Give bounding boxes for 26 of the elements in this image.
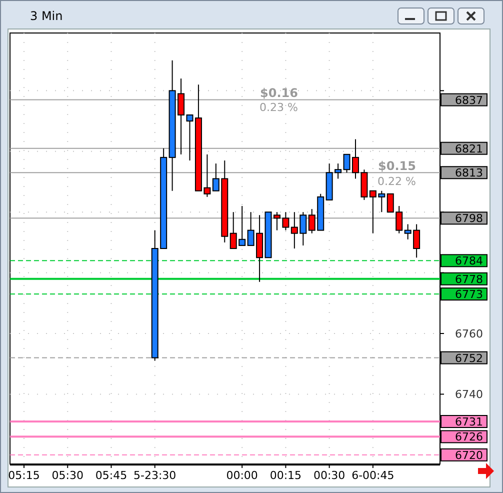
ref-line-label: 6778 bbox=[455, 272, 483, 286]
x-tick-label: 00:15 bbox=[270, 469, 302, 482]
annotation: $0.15 bbox=[378, 159, 416, 173]
ref-line-label: 6837 bbox=[455, 94, 483, 107]
x-tick-label: 00:00 bbox=[226, 469, 258, 482]
annotation: $0.16 bbox=[260, 86, 298, 100]
x-tick-label: 5-23:30 bbox=[134, 469, 176, 482]
y-tick-label: 6760 bbox=[455, 327, 483, 340]
ref-line-label: 6773 bbox=[455, 288, 483, 302]
ref-line-label: 6726 bbox=[455, 430, 483, 444]
ref-line-label: 6821 bbox=[455, 142, 483, 156]
y-tick-label: 6740 bbox=[455, 388, 483, 402]
annotation: 0.22 % bbox=[378, 175, 416, 188]
x-tick-label: 05:30 bbox=[52, 469, 84, 482]
annotation: 0.23 % bbox=[260, 101, 298, 114]
ref-line-label: 6813 bbox=[455, 166, 483, 180]
x-tick-label: 6-00:45 bbox=[352, 469, 394, 482]
ref-line-label: 6752 bbox=[455, 352, 483, 365]
x-tick-label: 05:15 bbox=[8, 469, 40, 482]
ref-line-label: 6784 bbox=[455, 254, 483, 268]
x-tick-label: 00:30 bbox=[313, 469, 346, 482]
ref-line-label: 6731 bbox=[455, 416, 483, 429]
ref-line-label: 6798 bbox=[455, 212, 483, 226]
x-tick-label: 05:45 bbox=[95, 469, 128, 482]
chart-title: 3 Min bbox=[30, 9, 63, 23]
ref-line-label: 6720 bbox=[455, 448, 483, 462]
